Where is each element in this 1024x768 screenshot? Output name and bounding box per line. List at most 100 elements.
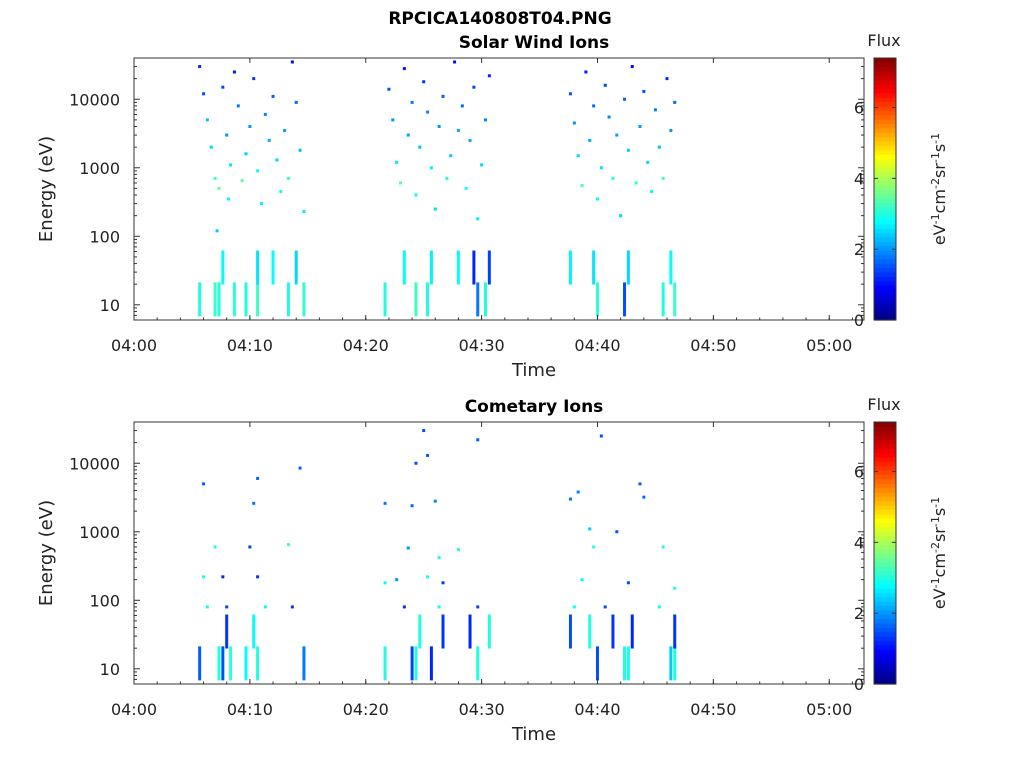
data-pixel [259,202,263,206]
data-pixel [433,499,437,503]
data-pixel [406,133,410,137]
y-tick-label: 10 [100,660,120,679]
colorbar-frame [873,421,897,685]
colorbar-segment [874,79,896,85]
x-tick-label: 04:10 [227,700,273,719]
data-pixel [395,160,399,164]
data-pixel [252,501,256,505]
data-pixel [626,250,630,285]
data-pixel [294,100,298,104]
data-pixel [623,646,627,681]
data-pixel [661,545,665,549]
colorbar-segment [874,149,896,155]
colorbar-segment [874,132,896,138]
data-pixel [588,527,592,531]
x-tick-label: 04:10 [227,336,273,355]
colorbar-segment [874,136,896,142]
colorbar-segment [874,232,896,238]
colorbar-segment [874,171,896,177]
colorbar-segment [874,66,896,72]
x-tick-label: 05:00 [806,700,852,719]
colorbar-segment [874,180,896,186]
data-pixel [205,605,209,609]
y-tick-label: 10000 [69,454,120,473]
colorbar-label-unit: eV [930,588,949,609]
colorbar-segment [874,662,896,668]
colorbar-segment [874,219,896,225]
colorbar-segment [874,666,896,672]
data-pixel [568,614,572,649]
colorbar-segment [874,570,896,576]
colorbar-segment [874,106,896,111]
colorbar-segment [874,71,896,77]
data-pixel [588,139,592,143]
data-pixel [217,186,221,190]
data-pixel [576,490,580,494]
data-pixel [221,575,225,579]
data-pixel [290,60,294,64]
data-pixel [267,139,271,143]
colorbar-segment [874,653,896,659]
data-pixel [464,186,468,190]
data-pixel [383,282,387,317]
colorbar-segment [874,644,896,650]
data-pixel [286,282,290,317]
panel-title: Cometary Ions [465,397,604,417]
data-pixel [476,282,480,317]
data-pixel [429,646,433,681]
data-pixel [418,145,422,149]
colorbar-segment [874,627,896,633]
colorbar-segment [874,596,896,602]
colorbar-segment [874,58,896,63]
data-pixel [669,646,673,681]
data-pixel [395,578,399,582]
colorbar-segment [874,601,896,606]
y-tick-label: 100 [89,591,120,610]
data-pixel [410,646,414,681]
data-pixel [429,166,433,170]
data-pixel [271,250,275,285]
axes-frame [133,57,865,321]
colorbar-segment [874,289,896,295]
colorbar-segment [874,189,896,194]
colorbar-segment [874,210,896,216]
colorbar-label-unit: cm [930,189,949,213]
colorbar-segment [874,197,896,203]
data-pixel [599,434,603,438]
colorbar-segment [874,557,896,563]
data-pixel [580,184,584,188]
data-pixel [256,476,260,480]
data-pixel [209,145,213,149]
data-pixel [414,282,418,317]
colorbar-segment [874,302,896,308]
data-pixel [568,250,572,285]
data-pixel [592,545,596,549]
data-pixel [665,77,669,81]
x-tick-label: 04:40 [574,336,620,355]
colorbar-label-exponent: -1 [929,213,942,224]
data-pixel [426,282,430,317]
colorbar-segment [874,215,896,221]
data-pixel [487,74,491,78]
data-pixel [383,646,387,681]
data-pixel [673,282,677,317]
data-pixel [202,92,206,96]
data-pixel [205,118,209,122]
data-pixel [213,176,217,180]
colorbar-label-exponent: -1 [929,152,942,163]
data-pixel [414,193,418,197]
colorbar-segment [874,670,896,676]
colorbar-segment [874,579,896,585]
data-pixel [653,108,657,112]
data-pixel [449,154,453,158]
data-pixel [592,250,596,285]
data-pixel [426,110,430,114]
colorbar-segment [874,237,896,242]
data-pixel [256,575,260,579]
data-pixel [383,501,387,505]
colorbar-segment [874,513,896,519]
colorbar-segment [874,504,896,510]
colorbar-segment [874,535,896,541]
data-pixel [456,548,460,552]
